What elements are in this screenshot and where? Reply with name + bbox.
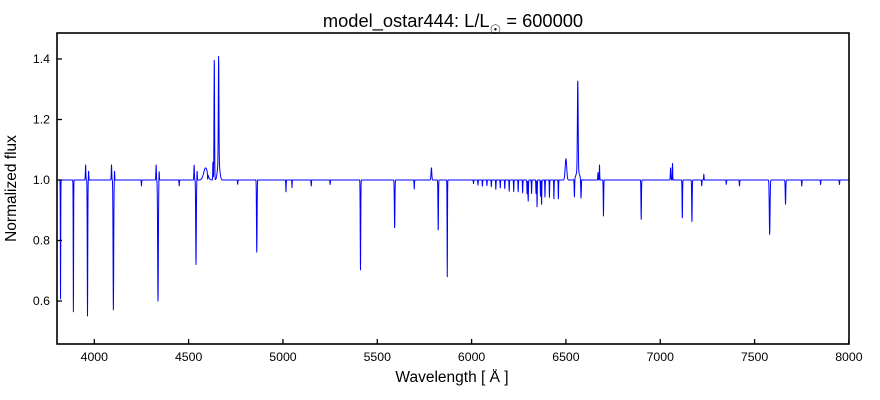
svg-text:0.6: 0.6 <box>33 294 50 308</box>
svg-text:7000: 7000 <box>647 350 675 364</box>
svg-text:6500: 6500 <box>552 350 580 364</box>
svg-text:1.0: 1.0 <box>33 173 50 187</box>
svg-text:4500: 4500 <box>175 350 203 364</box>
svg-text:8000: 8000 <box>835 350 863 364</box>
svg-text:7500: 7500 <box>741 350 769 364</box>
svg-text:4000: 4000 <box>81 350 109 364</box>
svg-text:Normalized flux: Normalized flux <box>3 135 20 242</box>
svg-text:1.4: 1.4 <box>33 52 50 66</box>
svg-text:6000: 6000 <box>458 350 486 364</box>
svg-text:Wavelength [ Å ]: Wavelength [ Å ] <box>395 369 508 386</box>
svg-text:1.2: 1.2 <box>33 113 50 127</box>
svg-text:0.8: 0.8 <box>33 234 50 248</box>
svg-text:5000: 5000 <box>269 350 297 364</box>
svg-text:5500: 5500 <box>364 350 392 364</box>
